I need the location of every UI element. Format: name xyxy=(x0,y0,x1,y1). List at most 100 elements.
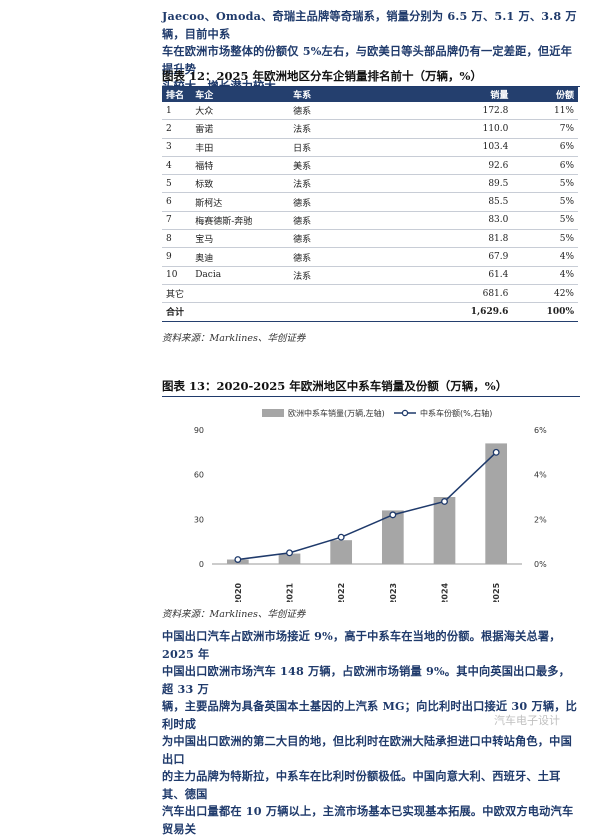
cell-rank: 7 xyxy=(162,211,192,231)
outro-line: 为中国出口欧洲的第二大目的地，但比利时在欧洲大陆承担进口中转站角色，中国出口 xyxy=(162,734,572,766)
table-row: 合计 1,629.6 100% xyxy=(162,302,578,322)
table-header-row: 排名 车企 车系 销量 份额 xyxy=(162,87,578,102)
share-point-2025 xyxy=(492,448,500,456)
cell-origin: 德系 xyxy=(289,211,428,231)
cell-rank: 10 xyxy=(162,266,192,285)
cell-share: 5% xyxy=(512,229,578,249)
chart-legend: 欧洲中系车销量(万辆,左轴) 中系车份额(%,右轴) xyxy=(262,408,492,418)
cell-company: Dacia xyxy=(191,266,290,285)
header-origin: 车系 xyxy=(289,87,428,102)
left-axis-tick-label: 90 xyxy=(194,426,204,435)
x-tick-label: 2020 xyxy=(234,582,243,602)
cell-company: 雷诺 xyxy=(191,119,290,139)
header-sales: 销量 xyxy=(427,87,513,102)
cell-rank: 其它 xyxy=(162,284,192,304)
bar-2024 xyxy=(433,497,456,564)
left-axis-tick-label: 30 xyxy=(194,515,204,524)
bar-2022 xyxy=(330,540,353,564)
outro-paragraph: 中国出口汽车占欧洲市场接近 9%，高于中系车在当地的份额。根据海关总署，2025… xyxy=(162,628,580,838)
cell-sales: 85.5 xyxy=(427,192,513,212)
table-row: 6 斯柯达 德系 85.5 5% xyxy=(162,192,578,212)
cell-rank: 9 xyxy=(162,247,192,267)
cell-origin: 日系 xyxy=(289,138,428,157)
cell-origin: 法系 xyxy=(289,266,428,285)
header-rank: 排名 xyxy=(162,87,192,102)
share-point-2022 xyxy=(337,533,345,541)
intro-line: 车在欧洲市场整体的份额仅 5%左右，与欧美日等头部品牌仍有一定差距，但近年提升势 xyxy=(162,44,573,76)
chart-caption: 图表 13：2020-2025 年欧洲地区中系车销量及份额（万辆，%） xyxy=(162,378,580,397)
watermark: 汽车电子设计 xyxy=(494,714,560,727)
cell-rank: 1 xyxy=(162,102,192,121)
cell-origin: 法系 xyxy=(289,119,428,139)
outro-line: 汽车出口量都在 10 万辆以上，主流市场基本已实现基本拓展。中欧双方电动汽车贸易… xyxy=(162,804,574,836)
table-row: 5 标致 法系 89.5 5% xyxy=(162,174,578,194)
bar-2025 xyxy=(485,443,508,564)
cell-share: 7% xyxy=(512,119,578,139)
cell-share: 4% xyxy=(512,266,578,285)
cell-sales: 1,629.6 xyxy=(427,302,513,322)
cell-company: 丰田 xyxy=(191,138,290,157)
chart-source: 资料来源：Marklines、华创证券 xyxy=(162,609,306,620)
cell-share: 100% xyxy=(512,302,578,322)
legend-label-sales: 欧洲中系车销量(万辆,左轴) xyxy=(288,408,385,418)
cell-company: 梅赛德斯-奔驰 xyxy=(191,211,290,231)
x-tick-label: 2023 xyxy=(389,583,398,602)
header-share: 份额 xyxy=(512,87,578,102)
cell-origin: 德系 xyxy=(289,102,428,121)
cell-sales: 110.0 xyxy=(427,119,513,139)
outro-line: 辆，主要品牌为具备英国本土基因的上汽系 MG；向比利时出口接近 30 万辆，比利… xyxy=(162,699,577,731)
ranking-table: 排名 车企 车系 销量 份额 1 大众 德系 172.8 11% 2 雷诺 法系 110.0 7%… xyxy=(162,87,578,322)
bar-2021 xyxy=(278,553,301,564)
cell-company xyxy=(191,284,290,304)
cell-sales: 81.8 xyxy=(427,229,513,249)
x-tick-label: 2021 xyxy=(286,582,295,602)
table-row: 1 大众 德系 172.8 11% xyxy=(162,102,578,121)
cell-origin: 法系 xyxy=(289,174,428,194)
cell-origin xyxy=(289,302,428,322)
table-row: 4 福特 美系 92.6 6% xyxy=(162,156,578,176)
cell-company xyxy=(191,302,290,322)
cell-sales: 172.8 xyxy=(427,102,513,121)
header-company: 车企 xyxy=(191,87,290,102)
table-row: 2 雷诺 法系 110.0 7% xyxy=(162,119,578,139)
cell-sales: 89.5 xyxy=(427,174,513,194)
cell-company: 斯柯达 xyxy=(191,192,290,212)
table-row: 10 Dacia 法系 61.4 4% xyxy=(162,266,578,285)
table-row: 其它 681.6 42% xyxy=(162,284,578,304)
cell-sales: 103.4 xyxy=(427,138,513,157)
cell-sales: 92.6 xyxy=(427,156,513,176)
left-axis-tick-label: 60 xyxy=(194,471,204,480)
table-row: 8 宝马 德系 81.8 5% xyxy=(162,229,578,249)
x-tick-label: 2025 xyxy=(492,582,501,602)
intro-line: Jaecoo、Omoda、奇瑞主品牌等奇瑞系，销量分别为 6.5 万、5.1 万… xyxy=(162,9,577,41)
legend-bar-swatch xyxy=(262,409,284,417)
cell-share: 5% xyxy=(512,211,578,231)
cell-origin: 德系 xyxy=(289,247,428,267)
right-axis-tick-label: 6% xyxy=(534,426,547,435)
legend-line-marker xyxy=(401,409,409,417)
cell-company: 宝马 xyxy=(191,229,290,249)
cell-share: 42% xyxy=(512,284,578,304)
outro-line: 中国出口欧洲市场汽车 148 万辆，占欧洲市场销量 9%。其中向英国出口最多，超… xyxy=(162,664,571,696)
outro-line: 的主力品牌为特斯拉，中系车在比利时份额极低。中国向意大利、西班牙、土耳其、德国 xyxy=(162,769,561,801)
cell-share: 4% xyxy=(512,247,578,267)
cell-origin: 美系 xyxy=(289,156,428,176)
table-row: 9 奥迪 德系 67.9 4% xyxy=(162,247,578,267)
table-caption: 图表 12：2025 年欧洲地区分车企销量排名前十（万辆，%） xyxy=(162,68,580,87)
cell-origin xyxy=(289,284,428,304)
cell-rank: 合计 xyxy=(162,302,192,322)
cell-rank: 8 xyxy=(162,229,192,249)
x-tick-label: 2022 xyxy=(337,583,346,602)
share-line xyxy=(237,451,497,561)
cell-company: 标致 xyxy=(191,174,290,194)
share-point-2023 xyxy=(389,511,397,519)
intro-paragraph: Jaecoo、Omoda、奇瑞主品牌等奇瑞系，销量分别为 6.5 万、5.1 万… xyxy=(162,8,580,96)
cell-company: 奥迪 xyxy=(191,247,290,267)
share-point-2024 xyxy=(441,498,448,505)
sales-share-chart: 欧洲中系车销量(万辆,左轴) 中系车份额(%,右轴) 0 30 60 90 0% 2% 4%… xyxy=(194,408,547,602)
share-point-2021 xyxy=(286,549,293,557)
cell-sales: 67.9 xyxy=(427,247,513,267)
table-row: 3 丰田 日系 103.4 6% xyxy=(162,138,578,157)
cell-share: 6% xyxy=(512,156,578,176)
cell-rank: 5 xyxy=(162,174,192,194)
